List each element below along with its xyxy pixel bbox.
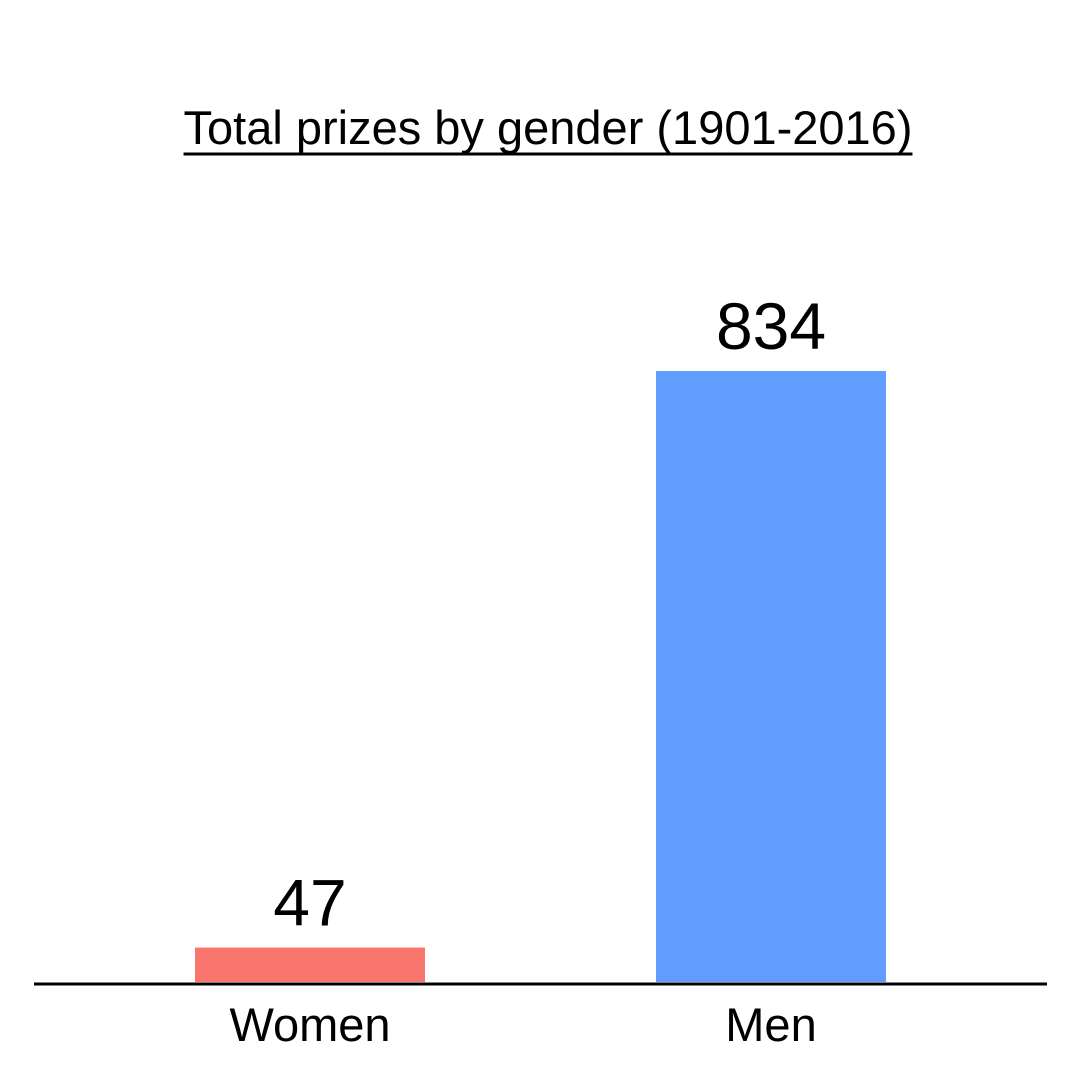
x-tick-label-men: Men	[725, 998, 816, 1051]
x-tick-labels-group: Women Men	[229, 998, 816, 1051]
bar-men	[656, 371, 886, 982]
bar-women	[195, 947, 425, 982]
chart-title: Total prizes by gender (1901-2016)	[184, 101, 913, 154]
data-labels-group: 47 834	[273, 289, 826, 940]
x-tick-label-women: Women	[229, 998, 390, 1051]
bars-group	[195, 371, 886, 982]
chart-title-group: Total prizes by gender (1901-2016)	[183, 101, 913, 156]
data-label-men: 834	[716, 289, 826, 363]
data-label-women: 47	[273, 866, 346, 940]
